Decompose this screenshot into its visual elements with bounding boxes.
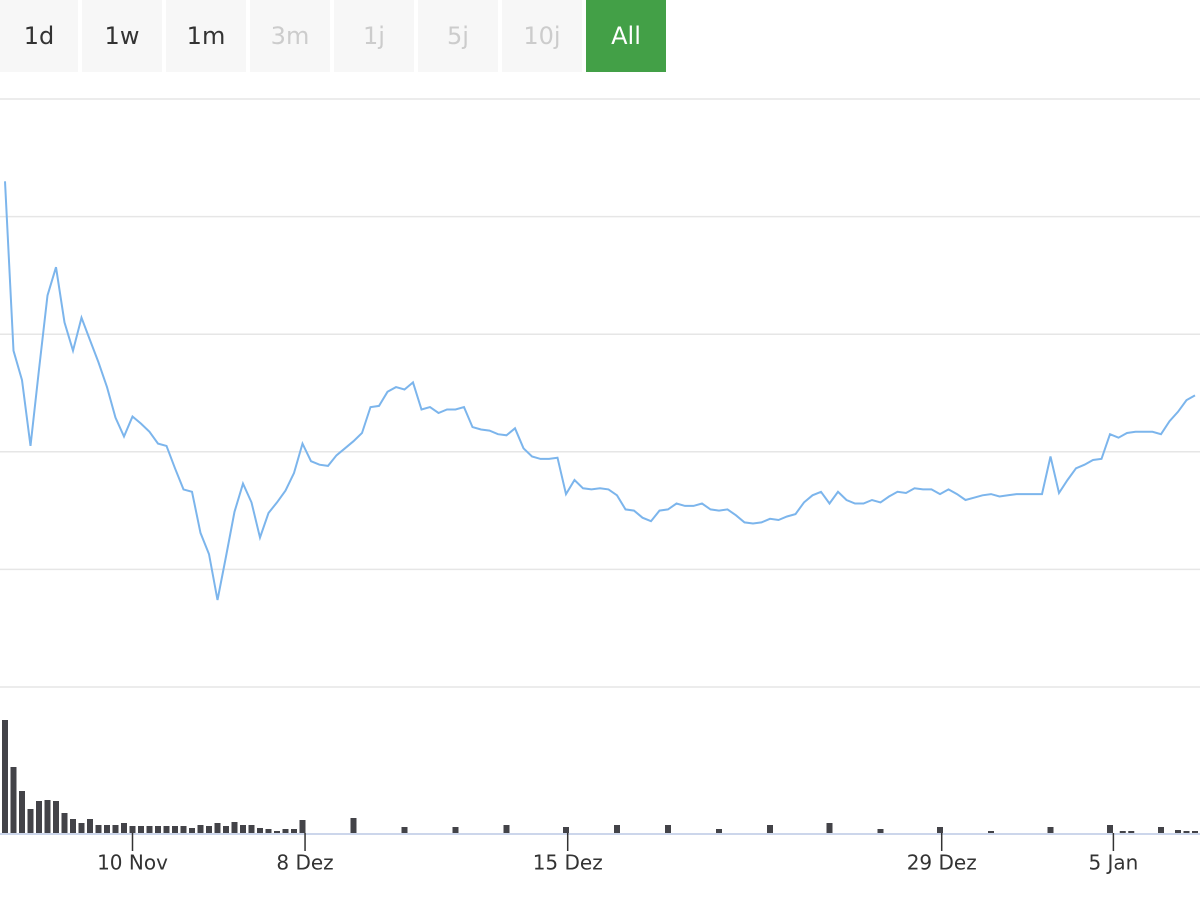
range-button[interactable]: 1m (166, 0, 246, 72)
volume-bar (10, 767, 17, 833)
volume-bar (53, 801, 59, 833)
volume-bar (70, 819, 76, 833)
volume-bar (274, 831, 280, 833)
volume-bar (665, 825, 671, 833)
volume-bar (78, 823, 85, 833)
volume-bar (1192, 831, 1198, 833)
volume-bar (257, 828, 263, 833)
volume-bar (563, 827, 569, 833)
range-button: 3m (250, 0, 330, 72)
volume-bar (248, 825, 255, 833)
x-tick-label: 5 Jan (1088, 851, 1138, 875)
range-button: 10j (502, 0, 582, 72)
volume-bar (452, 827, 459, 833)
volume-bar (1119, 831, 1126, 833)
volume-bar (95, 825, 102, 833)
price-line (4, 181, 1196, 601)
volume-bar (138, 826, 144, 833)
volume-bar (44, 800, 51, 833)
volume-bar (877, 829, 884, 833)
volume-bar (401, 827, 408, 833)
volume-bar (61, 813, 68, 833)
volume-bar (503, 825, 510, 833)
range-button[interactable]: 1w (82, 0, 162, 72)
volume-bar (826, 823, 833, 833)
volume-bar (214, 823, 221, 833)
volume-bar (2, 720, 8, 833)
volume-bar (1107, 825, 1113, 833)
volume-bar (27, 809, 34, 833)
volume-bar (1128, 831, 1135, 833)
x-tick-label: 8 Dez (276, 851, 333, 875)
volume-bar (146, 826, 153, 833)
x-tick-label: 15 Dez (533, 851, 603, 875)
range-button: 5j (418, 0, 498, 72)
volume-bar (129, 826, 136, 833)
volume-bar (197, 825, 204, 833)
volume-bar (291, 829, 297, 833)
range-button[interactable]: All (586, 0, 666, 72)
volume-bar (350, 818, 357, 833)
x-tick-label: 10 Nov (97, 851, 168, 875)
volume-bar (1047, 827, 1054, 833)
volume-bar (163, 826, 170, 833)
range-button[interactable]: 1d (0, 0, 78, 72)
volume-bar (1158, 827, 1164, 833)
volume-bar (240, 825, 246, 833)
volume-bar (180, 826, 187, 833)
range-button: 1j (334, 0, 414, 72)
volume-bar (172, 826, 178, 833)
volume-bar (716, 829, 722, 833)
volume-bar (189, 828, 195, 833)
volume-bar (155, 826, 161, 833)
volume-bar (231, 822, 238, 833)
volume-bar (767, 825, 773, 833)
volume-bar (1175, 830, 1181, 833)
volume-bar (265, 829, 272, 833)
volume-bar (87, 819, 93, 833)
volume-bar (1183, 831, 1190, 833)
volume-bar (206, 826, 212, 833)
volume-bar (299, 820, 306, 833)
volume-bar (988, 831, 994, 833)
volume-bar (223, 826, 229, 833)
x-tick-label: 29 Dez (907, 851, 977, 875)
volume-bar (282, 829, 289, 833)
volume-bar (112, 825, 119, 833)
volume-bar (19, 791, 25, 833)
volume-bar (937, 827, 943, 833)
volume-bar (614, 825, 620, 833)
volume-bar (36, 801, 42, 833)
volume-bar (121, 823, 127, 833)
volume-bar (104, 825, 110, 833)
